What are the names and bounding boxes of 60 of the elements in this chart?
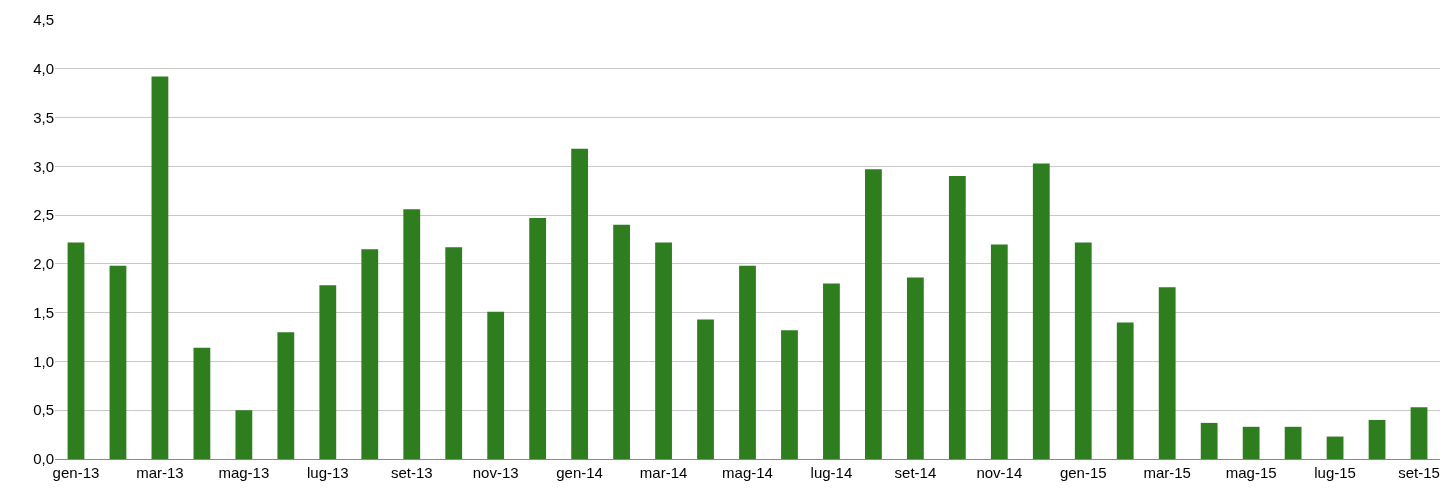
bar	[1200, 422, 1218, 459]
x-tick-label: nov-13	[472, 464, 519, 481]
x-tick-label: lug-15	[1314, 464, 1356, 481]
y-tick-label: 0,5	[33, 401, 54, 419]
bar	[361, 249, 379, 459]
bar	[823, 283, 840, 459]
bar	[1116, 322, 1134, 459]
bar	[613, 224, 630, 459]
x-tick-label: mar-14	[639, 464, 688, 481]
x-tick-label: mag-15	[1225, 464, 1277, 481]
bar	[1074, 242, 1092, 459]
bar	[67, 242, 85, 459]
bar	[487, 311, 505, 459]
bar	[697, 319, 714, 459]
y-tick-label: 4,5	[33, 11, 54, 29]
bar	[948, 176, 966, 459]
bar	[1032, 163, 1050, 459]
x-tick-label: set-15	[1398, 464, 1440, 481]
bar	[1410, 407, 1428, 459]
bar	[319, 285, 337, 459]
bar	[865, 169, 882, 459]
bar	[109, 265, 127, 459]
x-tick-label: mag-14	[722, 464, 773, 481]
y-tick-label: 1,0	[33, 352, 54, 370]
y-tick-label: 3,0	[33, 157, 54, 175]
y-tick-label: 3,5	[33, 108, 54, 126]
bar	[193, 347, 211, 459]
bar	[1158, 287, 1176, 459]
bar	[571, 148, 589, 459]
bar	[990, 244, 1008, 459]
x-tick-label: lug-14	[810, 464, 853, 481]
x-tick-label: lug-13	[306, 464, 349, 481]
bar	[277, 332, 295, 459]
bar	[1368, 419, 1386, 459]
bar	[781, 330, 798, 459]
y-tick-label: 4,0	[33, 60, 54, 78]
bar	[655, 242, 672, 459]
x-tick-label: set-14	[894, 464, 937, 481]
bar	[403, 209, 421, 459]
bar	[445, 247, 463, 459]
x-tick-label: mar-13	[136, 464, 184, 481]
x-tick-label: mar-15	[1143, 464, 1191, 481]
bar	[1242, 426, 1260, 459]
x-tick-label: gen-14	[556, 464, 603, 481]
bar	[151, 76, 169, 459]
bar	[529, 218, 547, 459]
y-tick-label: 0,0	[33, 450, 54, 468]
bar	[235, 410, 253, 459]
y-tick-label: 1,5	[33, 303, 54, 321]
x-tick-label: nov-14	[976, 464, 1023, 481]
y-tick-label: 2,0	[33, 255, 54, 273]
x-tick-label: gen-13	[52, 464, 100, 481]
x-tick-label: set-13	[390, 464, 433, 481]
bar	[1326, 436, 1344, 459]
x-tick-label: mag-13	[218, 464, 270, 481]
y-tick-label: 2,5	[33, 206, 54, 224]
bar	[1284, 426, 1302, 459]
bar	[906, 277, 924, 459]
x-tick-label: gen-15	[1059, 464, 1107, 481]
bar	[739, 265, 756, 459]
